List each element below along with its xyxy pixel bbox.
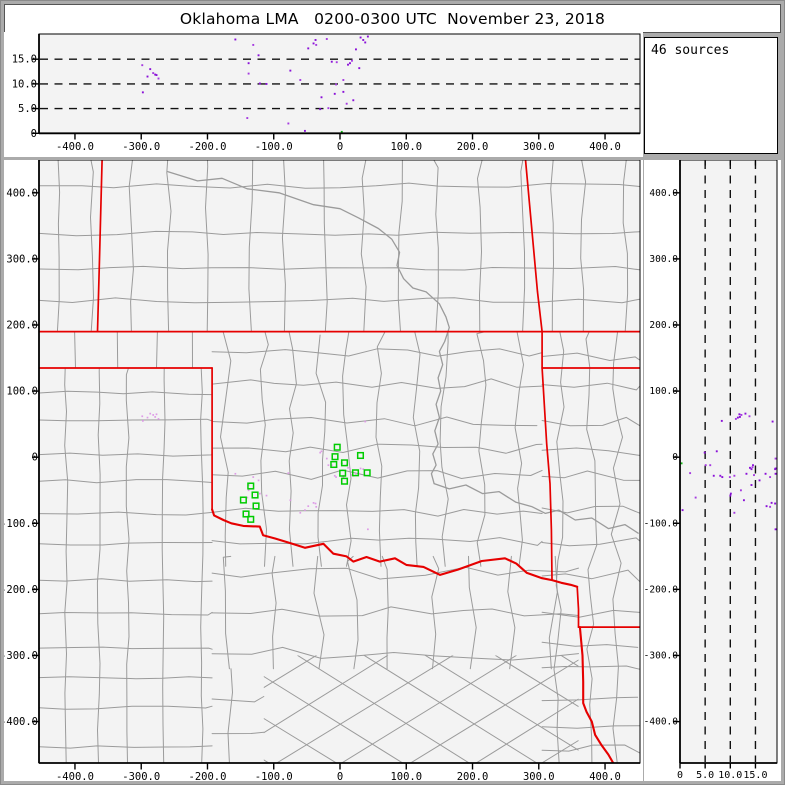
svg-text:-300.0: -300.0 [644,651,678,662]
svg-text:300.0: 300.0 [6,253,38,265]
svg-text:-400.0: -400.0 [56,771,94,781]
svg-text:-100.0: -100.0 [255,141,293,153]
svg-text:200.0: 200.0 [649,320,678,331]
svg-text:400.0: 400.0 [589,771,621,781]
svg-text:10.0: 10.0 [718,770,742,781]
svg-text:400.0: 400.0 [6,187,38,199]
svg-text:-400.0: -400.0 [644,717,678,728]
svg-text:5.0: 5.0 [696,770,714,781]
svg-text:-200.0: -200.0 [644,584,678,595]
svg-text:300.0: 300.0 [649,254,678,265]
svg-text:-100.0: -100.0 [255,771,293,781]
altitude-vs-ew-plot[interactable]: 15.0 10.0 5.0 0 -400.0 -300.0 -200.0 -100.0 0 100… [4,32,643,157]
svg-text:0: 0 [677,770,683,781]
altitude-vs-ew-panel: 15.0 10.0 5.0 0 -400.0 -300.0 -200.0 -100.0 0 100… [4,32,643,157]
svg-text:-200.0: -200.0 [4,584,38,596]
svg-text:100.0: 100.0 [390,141,422,153]
page-title: Oklahoma LMA 0200-0300 UTC November 23, … [179,9,606,28]
svg-text:15.0: 15.0 [743,770,767,781]
svg-text:-300.0: -300.0 [122,771,160,781]
svg-text:-200.0: -200.0 [189,141,227,153]
svg-text:10.0: 10.0 [12,78,37,90]
svg-text:100.0: 100.0 [6,386,38,398]
svg-text:100.0: 100.0 [390,771,422,781]
svg-text:-100.0: -100.0 [4,518,38,530]
svg-text:5.0: 5.0 [18,103,37,115]
svg-text:-300.0: -300.0 [122,141,160,153]
svg-text:0: 0 [337,141,343,153]
svg-text:100.0: 100.0 [649,386,678,397]
svg-text:-300.0: -300.0 [4,650,38,662]
svg-text:-400.0: -400.0 [56,141,94,153]
source-count-label: 46 sources [651,43,730,58]
svg-text:15.0: 15.0 [12,54,37,66]
svg-text:-400.0: -400.0 [4,716,38,728]
svg-text:400.0: 400.0 [589,141,621,153]
svg-text:400.0: 400.0 [649,188,678,199]
svg-text:0: 0 [672,452,678,463]
svg-text:0: 0 [337,771,343,781]
svg-text:-200.0: -200.0 [189,771,227,781]
svg-text:0: 0 [31,128,37,140]
title-bar: Oklahoma LMA 0200-0300 UTC November 23, … [4,4,781,33]
plan-view-map[interactable]: 400.0 300.0 200.0 100.0 0 -100.0 -200.0 -300.0 -… [4,160,643,781]
svg-text:200.0: 200.0 [6,320,38,332]
source-count-box: 46 sources [644,37,778,154]
svg-text:200.0: 200.0 [457,771,489,781]
svg-text:300.0: 300.0 [523,771,555,781]
svg-text:-100.0: -100.0 [644,518,678,529]
svg-text:300.0: 300.0 [523,141,555,153]
altitude-vs-ns-plot[interactable]: 400.0 300.0 200.0 100.0 0 -100.0 -200.0 -300.0 -… [644,160,781,781]
svg-text:0: 0 [32,452,38,464]
altitude-vs-ns-panel: 400.0 300.0 200.0 100.0 0 -100.0 -200.0 -300.0 -… [644,160,781,781]
svg-text:200.0: 200.0 [457,141,489,153]
plan-view-map-panel: 400.0 300.0 200.0 100.0 0 -100.0 -200.0 -300.0 -… [4,160,643,781]
